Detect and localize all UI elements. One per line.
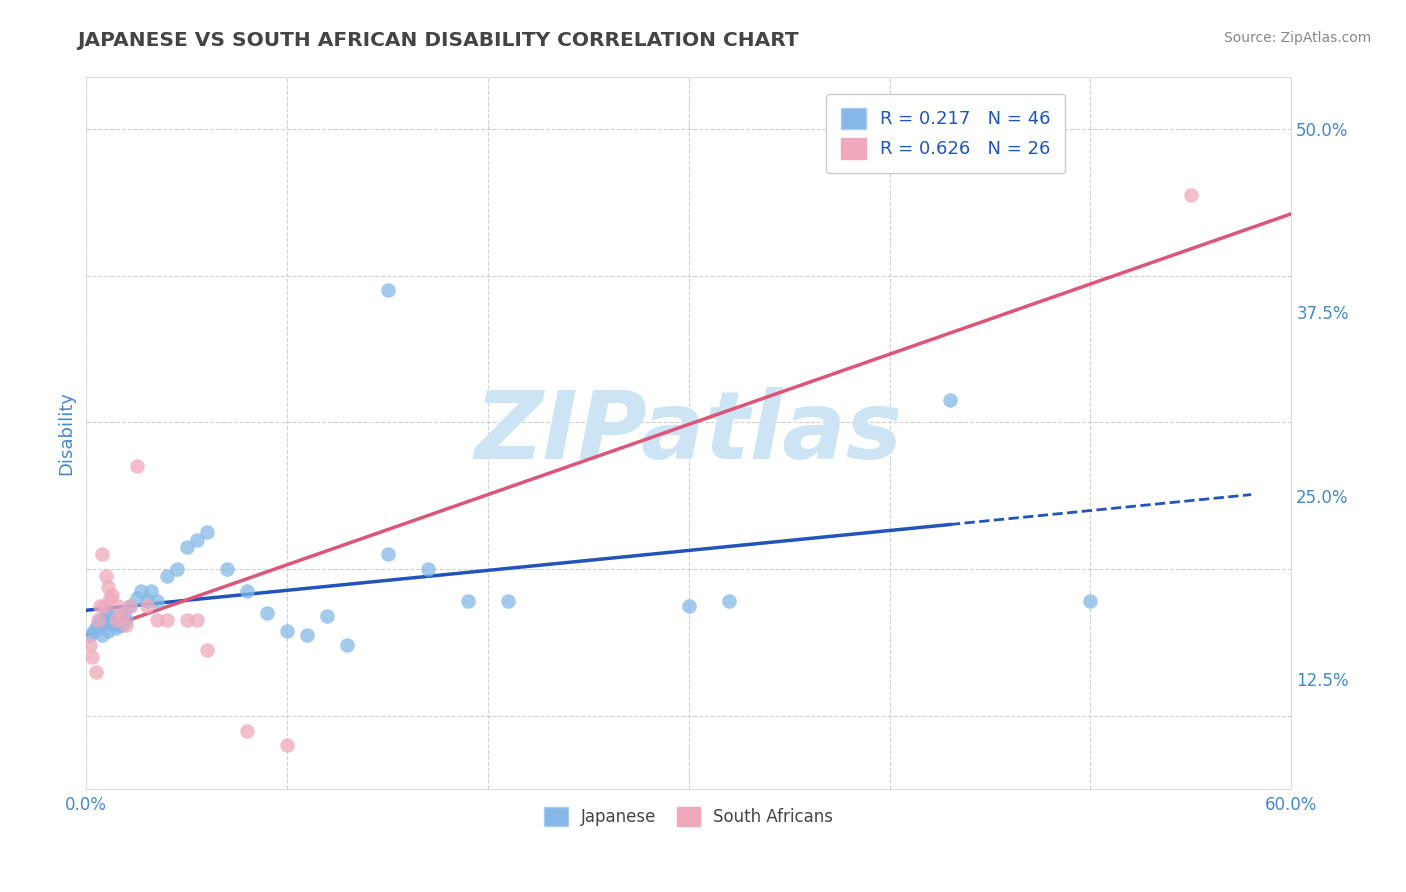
- Point: [215, 562, 238, 576]
- Point: [129, 584, 152, 599]
- Point: [93, 614, 115, 628]
- Point: [96, 609, 118, 624]
- Point: [120, 599, 142, 613]
- Point: [125, 459, 148, 474]
- Point: [100, 591, 122, 606]
- Point: [86, 621, 108, 635]
- Legend: Japanese, South Africans: Japanese, South Africans: [536, 798, 842, 834]
- Point: [110, 614, 132, 628]
- Point: [145, 614, 167, 628]
- Point: [115, 618, 138, 632]
- Point: [297, 628, 319, 642]
- Point: [97, 624, 120, 638]
- Point: [135, 599, 157, 613]
- Point: [195, 642, 218, 657]
- Point: [496, 594, 519, 608]
- Y-axis label: Disability: Disability: [58, 392, 75, 475]
- Text: ZIPatlas: ZIPatlas: [475, 387, 903, 479]
- Point: [276, 738, 298, 752]
- Point: [276, 624, 298, 638]
- Point: [186, 614, 208, 628]
- Point: [89, 599, 111, 613]
- Point: [101, 614, 124, 628]
- Point: [156, 614, 179, 628]
- Point: [91, 628, 114, 642]
- Point: [717, 594, 740, 608]
- Point: [103, 609, 125, 624]
- Point: [316, 609, 339, 624]
- Point: [156, 569, 179, 583]
- Point: [195, 525, 218, 540]
- Point: [107, 618, 129, 632]
- Point: [105, 614, 128, 628]
- Point: [678, 599, 700, 613]
- Point: [96, 603, 118, 617]
- Point: [336, 639, 359, 653]
- Point: [236, 584, 259, 599]
- Point: [416, 562, 439, 576]
- Point: [93, 599, 115, 613]
- Point: [115, 614, 138, 628]
- Point: [457, 594, 479, 608]
- Point: [176, 614, 198, 628]
- Point: [111, 609, 134, 624]
- Point: [82, 650, 104, 665]
- Point: [79, 628, 101, 642]
- Point: [83, 624, 105, 638]
- Point: [89, 614, 111, 628]
- Point: [91, 548, 114, 562]
- Point: [1080, 594, 1102, 608]
- Point: [145, 594, 167, 608]
- Point: [186, 533, 208, 547]
- Point: [135, 594, 157, 608]
- Point: [111, 618, 134, 632]
- Point: [166, 562, 188, 576]
- Point: [377, 548, 399, 562]
- Point: [100, 616, 122, 631]
- Point: [1180, 187, 1202, 202]
- Text: JAPANESE VS SOUTH AFRICAN DISABILITY CORRELATION CHART: JAPANESE VS SOUTH AFRICAN DISABILITY COR…: [77, 31, 799, 50]
- Point: [139, 584, 162, 599]
- Point: [176, 540, 198, 554]
- Point: [96, 569, 118, 583]
- Point: [256, 606, 278, 620]
- Point: [97, 580, 120, 594]
- Point: [87, 614, 110, 628]
- Point: [236, 723, 259, 738]
- Point: [86, 665, 108, 679]
- Point: [105, 621, 128, 635]
- Point: [939, 393, 962, 408]
- Point: [87, 618, 110, 632]
- Point: [114, 606, 136, 620]
- Point: [377, 283, 399, 297]
- Point: [101, 589, 124, 603]
- Point: [120, 599, 142, 613]
- Point: [79, 639, 101, 653]
- Point: [107, 599, 129, 613]
- Text: Source: ZipAtlas.com: Source: ZipAtlas.com: [1223, 31, 1371, 45]
- Point: [125, 591, 148, 606]
